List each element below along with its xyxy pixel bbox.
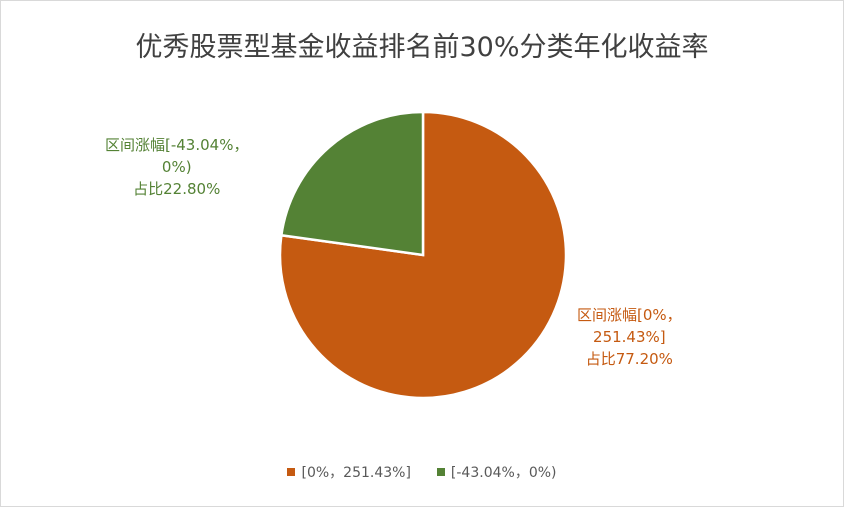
legend-swatch-positive — [287, 468, 296, 476]
data-label-positive: 区间涨幅[0%， 251.43%] 占比77.20% — [577, 304, 682, 370]
pie-slice-1 — [279, 110, 425, 257]
legend-item-positive: [0%，251.43%] — [287, 462, 411, 482]
data-label-negative-line2: 0%) — [161, 158, 192, 176]
legend-label-negative: [-43.04%，0%) — [450, 465, 557, 481]
pie-slice-0 — [278, 110, 568, 400]
data-label-positive-line1: 区间涨幅[0%， — [577, 306, 682, 324]
legend-label-positive: [0%，251.43%] — [301, 465, 411, 481]
data-label-positive-line3: 占比77.20% — [585, 350, 673, 368]
legend: [0%，251.43%] [-43.04%，0%) — [1, 462, 843, 482]
legend-swatch-negative — [436, 468, 445, 476]
legend-item-negative: [-43.04%，0%) — [436, 462, 557, 482]
data-label-negative-line1: 区间涨幅[-43.04%， — [105, 136, 249, 154]
data-label-negative-line3: 占比22.80% — [133, 180, 221, 198]
data-label-negative: 区间涨幅[-43.04%， 0%) 占比22.80% — [105, 134, 248, 200]
data-label-positive-line2: 251.43%] — [593, 328, 666, 346]
chart-title: 优秀股票型基金收益排名前30%分类年化收益率 — [135, 32, 709, 63]
